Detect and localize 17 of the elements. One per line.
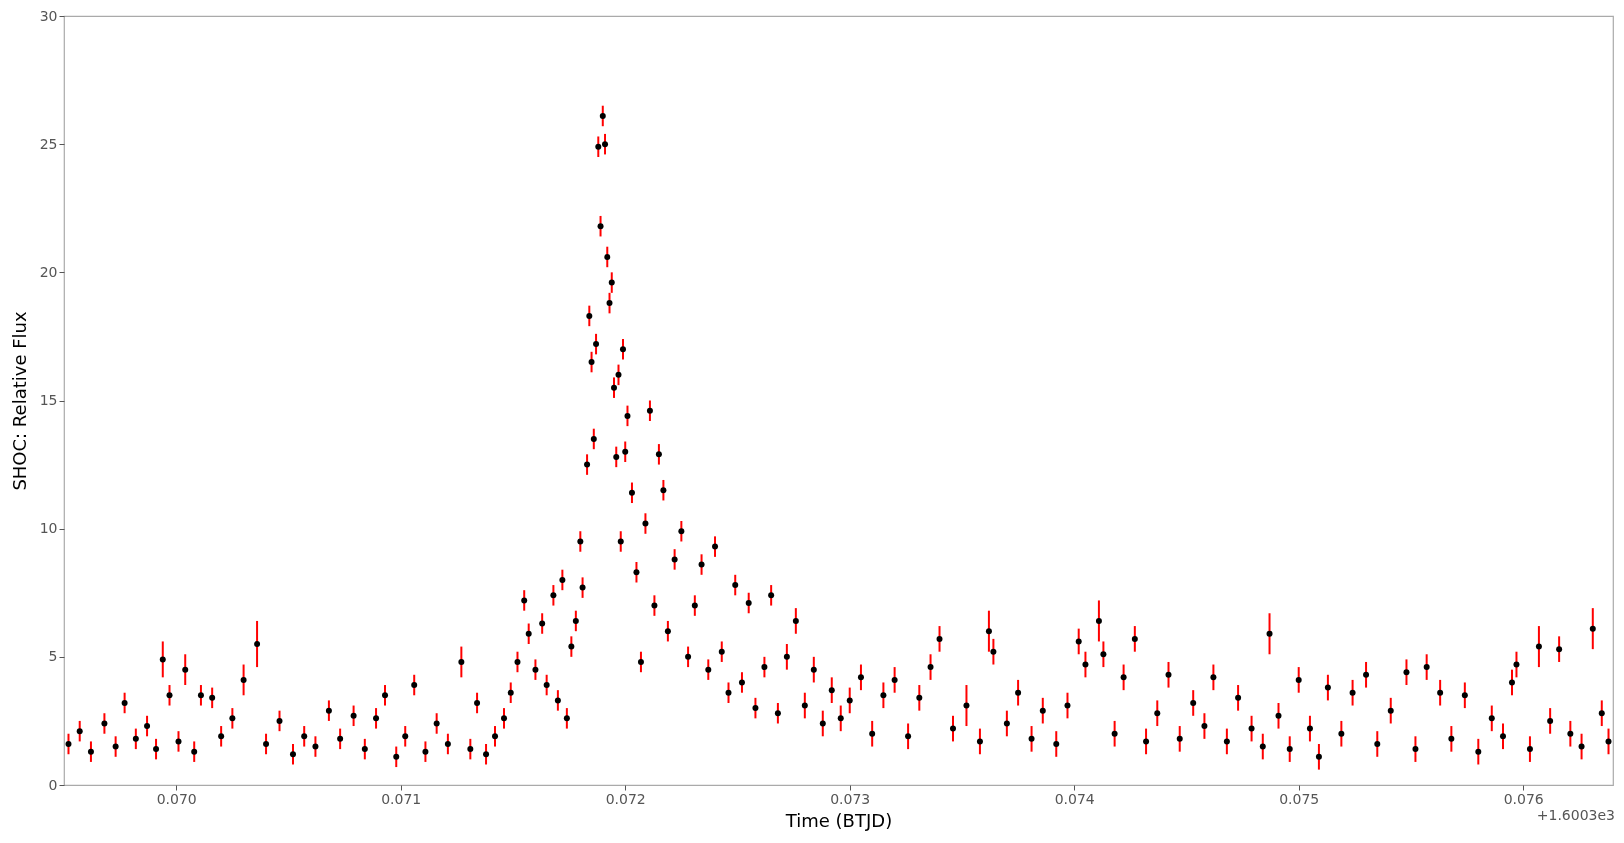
y-axis-title: SHOC: Relative Flux [8,311,30,491]
y-tick-label: 10 [39,520,58,537]
x-tick-label: 0.072 [605,790,646,807]
y-tick-label: 15 [39,392,58,408]
y-tick-label: 0 [48,776,58,793]
x-tick-label: 0.076 [1503,790,1544,807]
x-tick-label: 0.070 [156,790,197,807]
y-tick-label: 25 [39,135,58,152]
x-tick-label: 0.075 [1279,790,1320,807]
y-tick-label: 30 [39,7,58,24]
x-tick-label: 0.071 [381,790,422,807]
text: +1.6003e3 [1536,807,1615,823]
y-tick-label: 5 [48,648,58,665]
y-tick-label: 20 [39,263,58,280]
x-axis-title: Time (BTJD) [784,809,893,831]
x-tick-label: 0.074 [1054,790,1095,807]
x-tick-label: 0.073 [830,790,871,807]
